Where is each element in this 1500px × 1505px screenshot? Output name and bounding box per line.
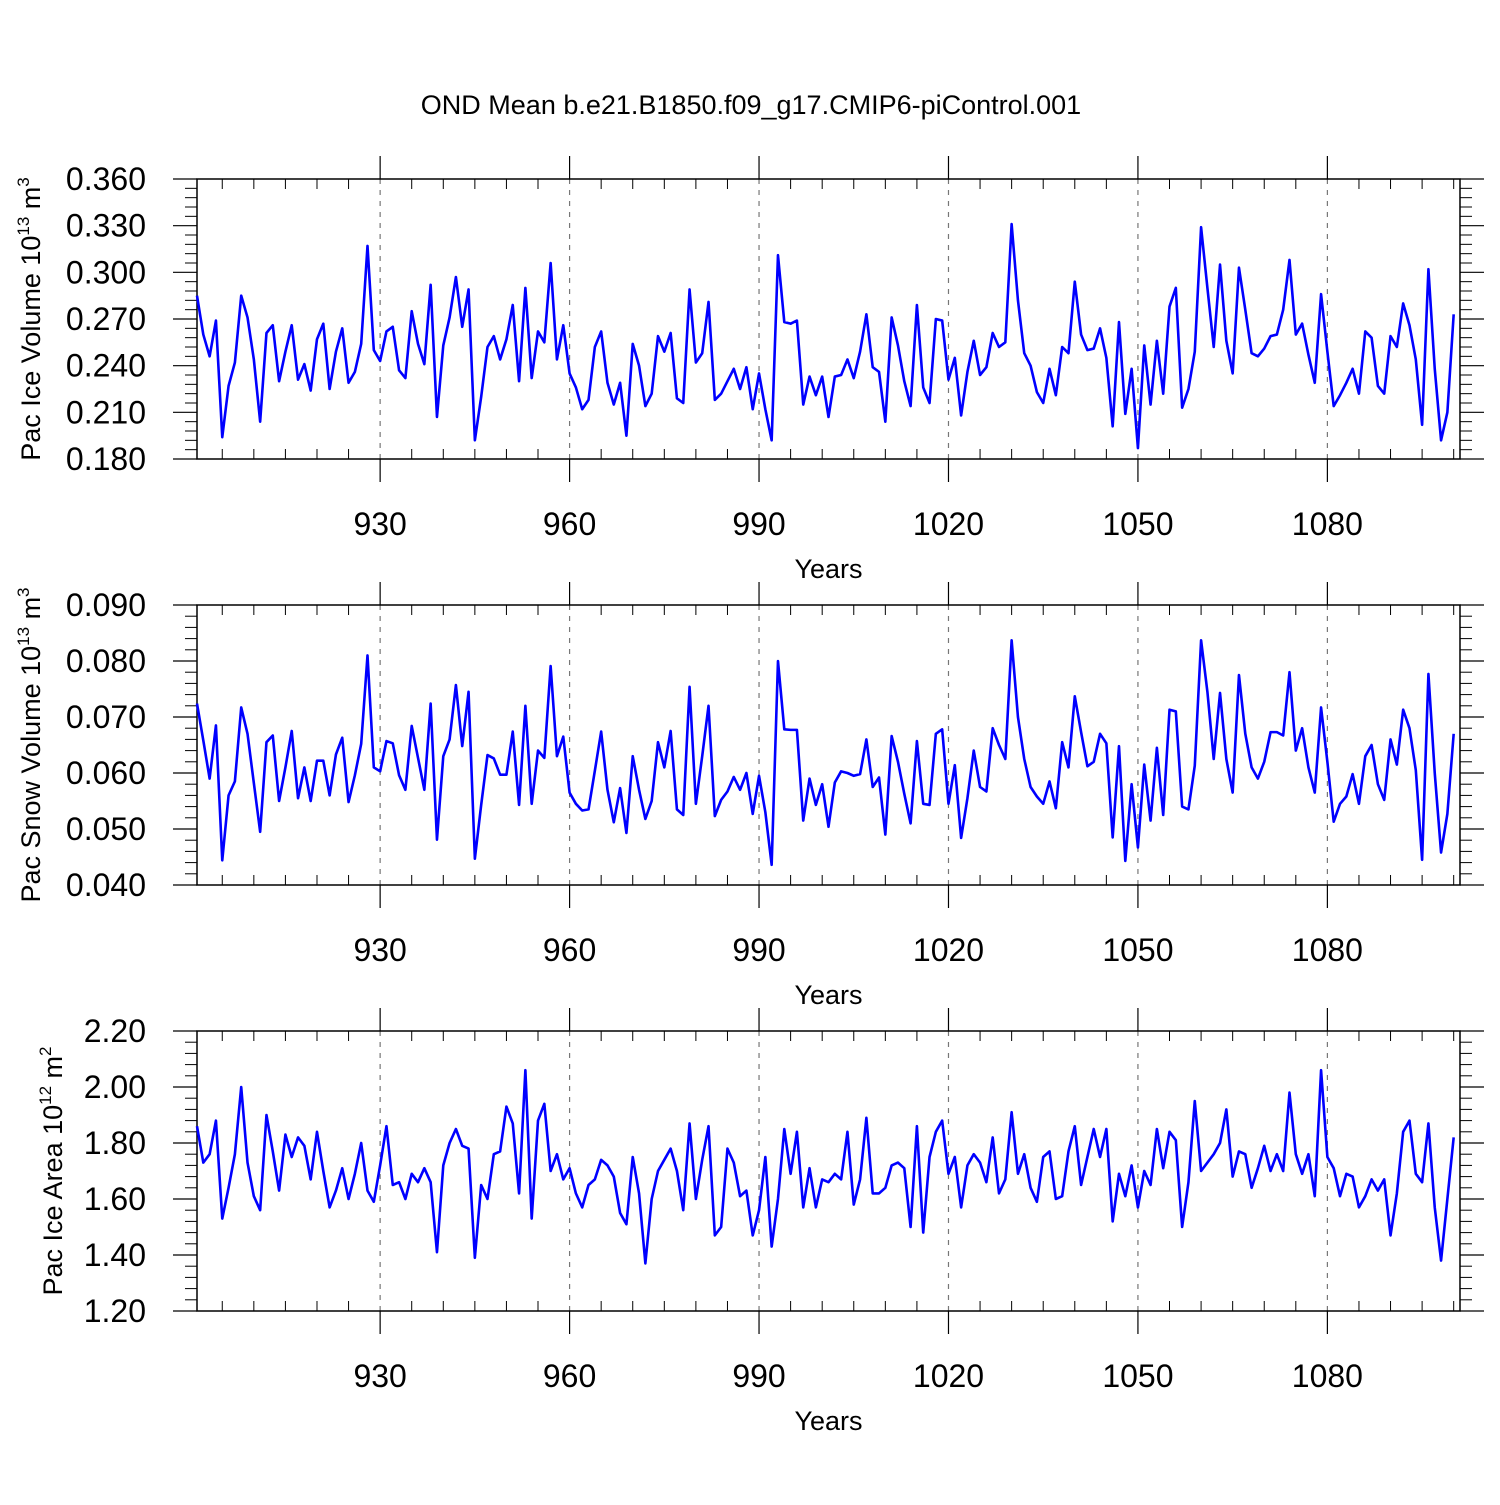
y-axis-label: Pac Ice Area 1012 m2 (36, 1046, 68, 1295)
y-tick-label: 2.00 (84, 1069, 146, 1105)
y-axis-label-exponent: 13 (14, 217, 33, 236)
y-tick-label: 0.210 (66, 394, 146, 430)
y-tick-label: 1.40 (84, 1237, 146, 1273)
y-tick-label: 0.060 (66, 755, 146, 791)
x-tick-label: 1080 (1292, 1358, 1363, 1394)
y-tick-label: 0.180 (66, 441, 146, 477)
y-tick-label: 0.240 (66, 348, 146, 384)
y-tick-label: 0.330 (66, 208, 146, 244)
y-axis-label-unit: m (16, 597, 46, 627)
plot-frame (196, 178, 1461, 460)
series-line-pac-ice-area (195, 1068, 1455, 1265)
plot-frame (196, 1030, 1461, 1312)
plot-frame (196, 604, 1461, 886)
x-tick-label: 960 (543, 1358, 596, 1394)
x-tick-label: 1020 (913, 932, 984, 968)
x-axis-label: Years (794, 1406, 862, 1436)
series-line-pac-snow-volume (195, 638, 1455, 867)
y-tick-label: 0.270 (66, 301, 146, 337)
x-tick-label: 990 (732, 932, 785, 968)
y-tick-label: 2.20 (84, 1013, 146, 1049)
y-tick-label: 1.20 (84, 1293, 146, 1329)
x-tick-label: 1050 (1102, 932, 1173, 968)
panel-1: 930 960 990 1020 1050 1080 0.180 0.210 0.240 0.27… (14, 156, 1484, 584)
x-tick-label: 1020 (913, 1358, 984, 1394)
x-tick-label: 1050 (1102, 1358, 1173, 1394)
y-axis-label-main: Pac Ice Area 10 (38, 1105, 68, 1296)
panel-2: 930 960 990 1020 1050 1080 0.040 0.050 0.060 0.07… (14, 582, 1484, 1010)
x-tick-label: 960 (543, 506, 596, 542)
x-tick-label: 990 (732, 1358, 785, 1394)
y-axis-label: Pac Ice Volume 1013 m3 (14, 177, 46, 461)
panel-3: 930 960 990 1020 1050 1080 1.20 1.40 1.60 1.80 2.0… (36, 1008, 1484, 1436)
y-axis-label-unit-exponent: 3 (14, 587, 33, 596)
y-axis-label-exponent: 12 (36, 1086, 55, 1105)
x-tick-label: 1050 (1102, 506, 1173, 542)
y-axis-label-main: Pac Snow Volume 10 (16, 646, 46, 903)
y-axis-label-unit-exponent: 2 (36, 1046, 55, 1055)
y-tick-label: 1.80 (84, 1125, 146, 1161)
y-tick-label: 0.080 (66, 643, 146, 679)
x-tick-label: 990 (732, 506, 785, 542)
y-tick-label: 0.070 (66, 699, 146, 735)
series-line-pac-ice-volume (195, 222, 1455, 450)
x-axis-label: Years (794, 980, 862, 1010)
y-tick-label: 0.050 (66, 811, 146, 847)
figure-title: OND Mean b.e21.B1850.f09_g17.CMIP6-piCon… (421, 90, 1081, 120)
y-axis-label-unit: m (38, 1056, 68, 1086)
y-axis-label-exponent: 13 (14, 627, 33, 646)
y-tick-label: 0.300 (66, 254, 146, 290)
x-axis-label: Years (794, 554, 862, 584)
x-tick-label: 930 (353, 506, 406, 542)
y-axis-label-unit: m (16, 187, 46, 217)
x-tick-label: 930 (353, 1358, 406, 1394)
x-tick-label: 1080 (1292, 932, 1363, 968)
y-axis-label-main: Pac Ice Volume 10 (16, 236, 46, 461)
x-tick-label: 1080 (1292, 506, 1363, 542)
x-tick-label: 960 (543, 932, 596, 968)
x-tick-label: 1020 (913, 506, 984, 542)
y-axis-label: Pac Snow Volume 1013 m3 (14, 587, 46, 902)
y-axis-label-unit-exponent: 3 (14, 177, 33, 186)
y-tick-label: 0.360 (66, 161, 146, 197)
y-tick-label: 0.090 (66, 587, 146, 623)
x-tick-label: 930 (353, 932, 406, 968)
y-tick-label: 1.60 (84, 1181, 146, 1217)
y-tick-label: 0.040 (66, 867, 146, 903)
